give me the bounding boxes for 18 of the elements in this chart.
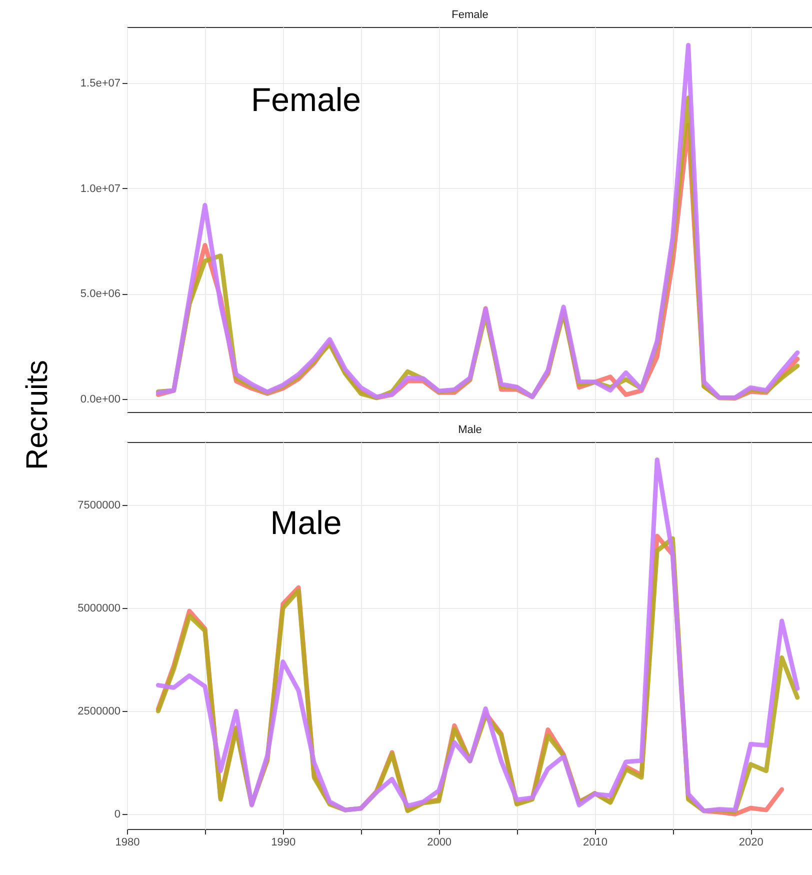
y-tick-label: 1.0e+07 bbox=[80, 182, 120, 195]
y-tick-label: 7500000 bbox=[78, 500, 120, 512]
y-tick-label: 0.0e+00 bbox=[80, 393, 120, 406]
y-tick-label: 0 bbox=[114, 808, 120, 821]
y-tick-label: 1.5e+07 bbox=[80, 78, 120, 90]
x-tick-label: 2000 bbox=[427, 836, 452, 848]
y-tick-label: 5000000 bbox=[78, 602, 120, 615]
x-tick-label: 2020 bbox=[738, 836, 764, 848]
x-tick-label: 1980 bbox=[115, 836, 140, 848]
y-axis-title: Recruits bbox=[21, 360, 55, 470]
y-tick-label: 2500000 bbox=[78, 706, 120, 718]
x-tick-label: 2010 bbox=[582, 836, 608, 848]
x-tick-label: 1990 bbox=[271, 836, 296, 848]
y-tick-label: 5.0e+06 bbox=[80, 288, 120, 300]
chart-title: Female bbox=[452, 9, 488, 21]
annotation: Female bbox=[250, 81, 362, 118]
annotation: Male bbox=[270, 504, 342, 541]
chart-title: Male bbox=[458, 424, 482, 436]
